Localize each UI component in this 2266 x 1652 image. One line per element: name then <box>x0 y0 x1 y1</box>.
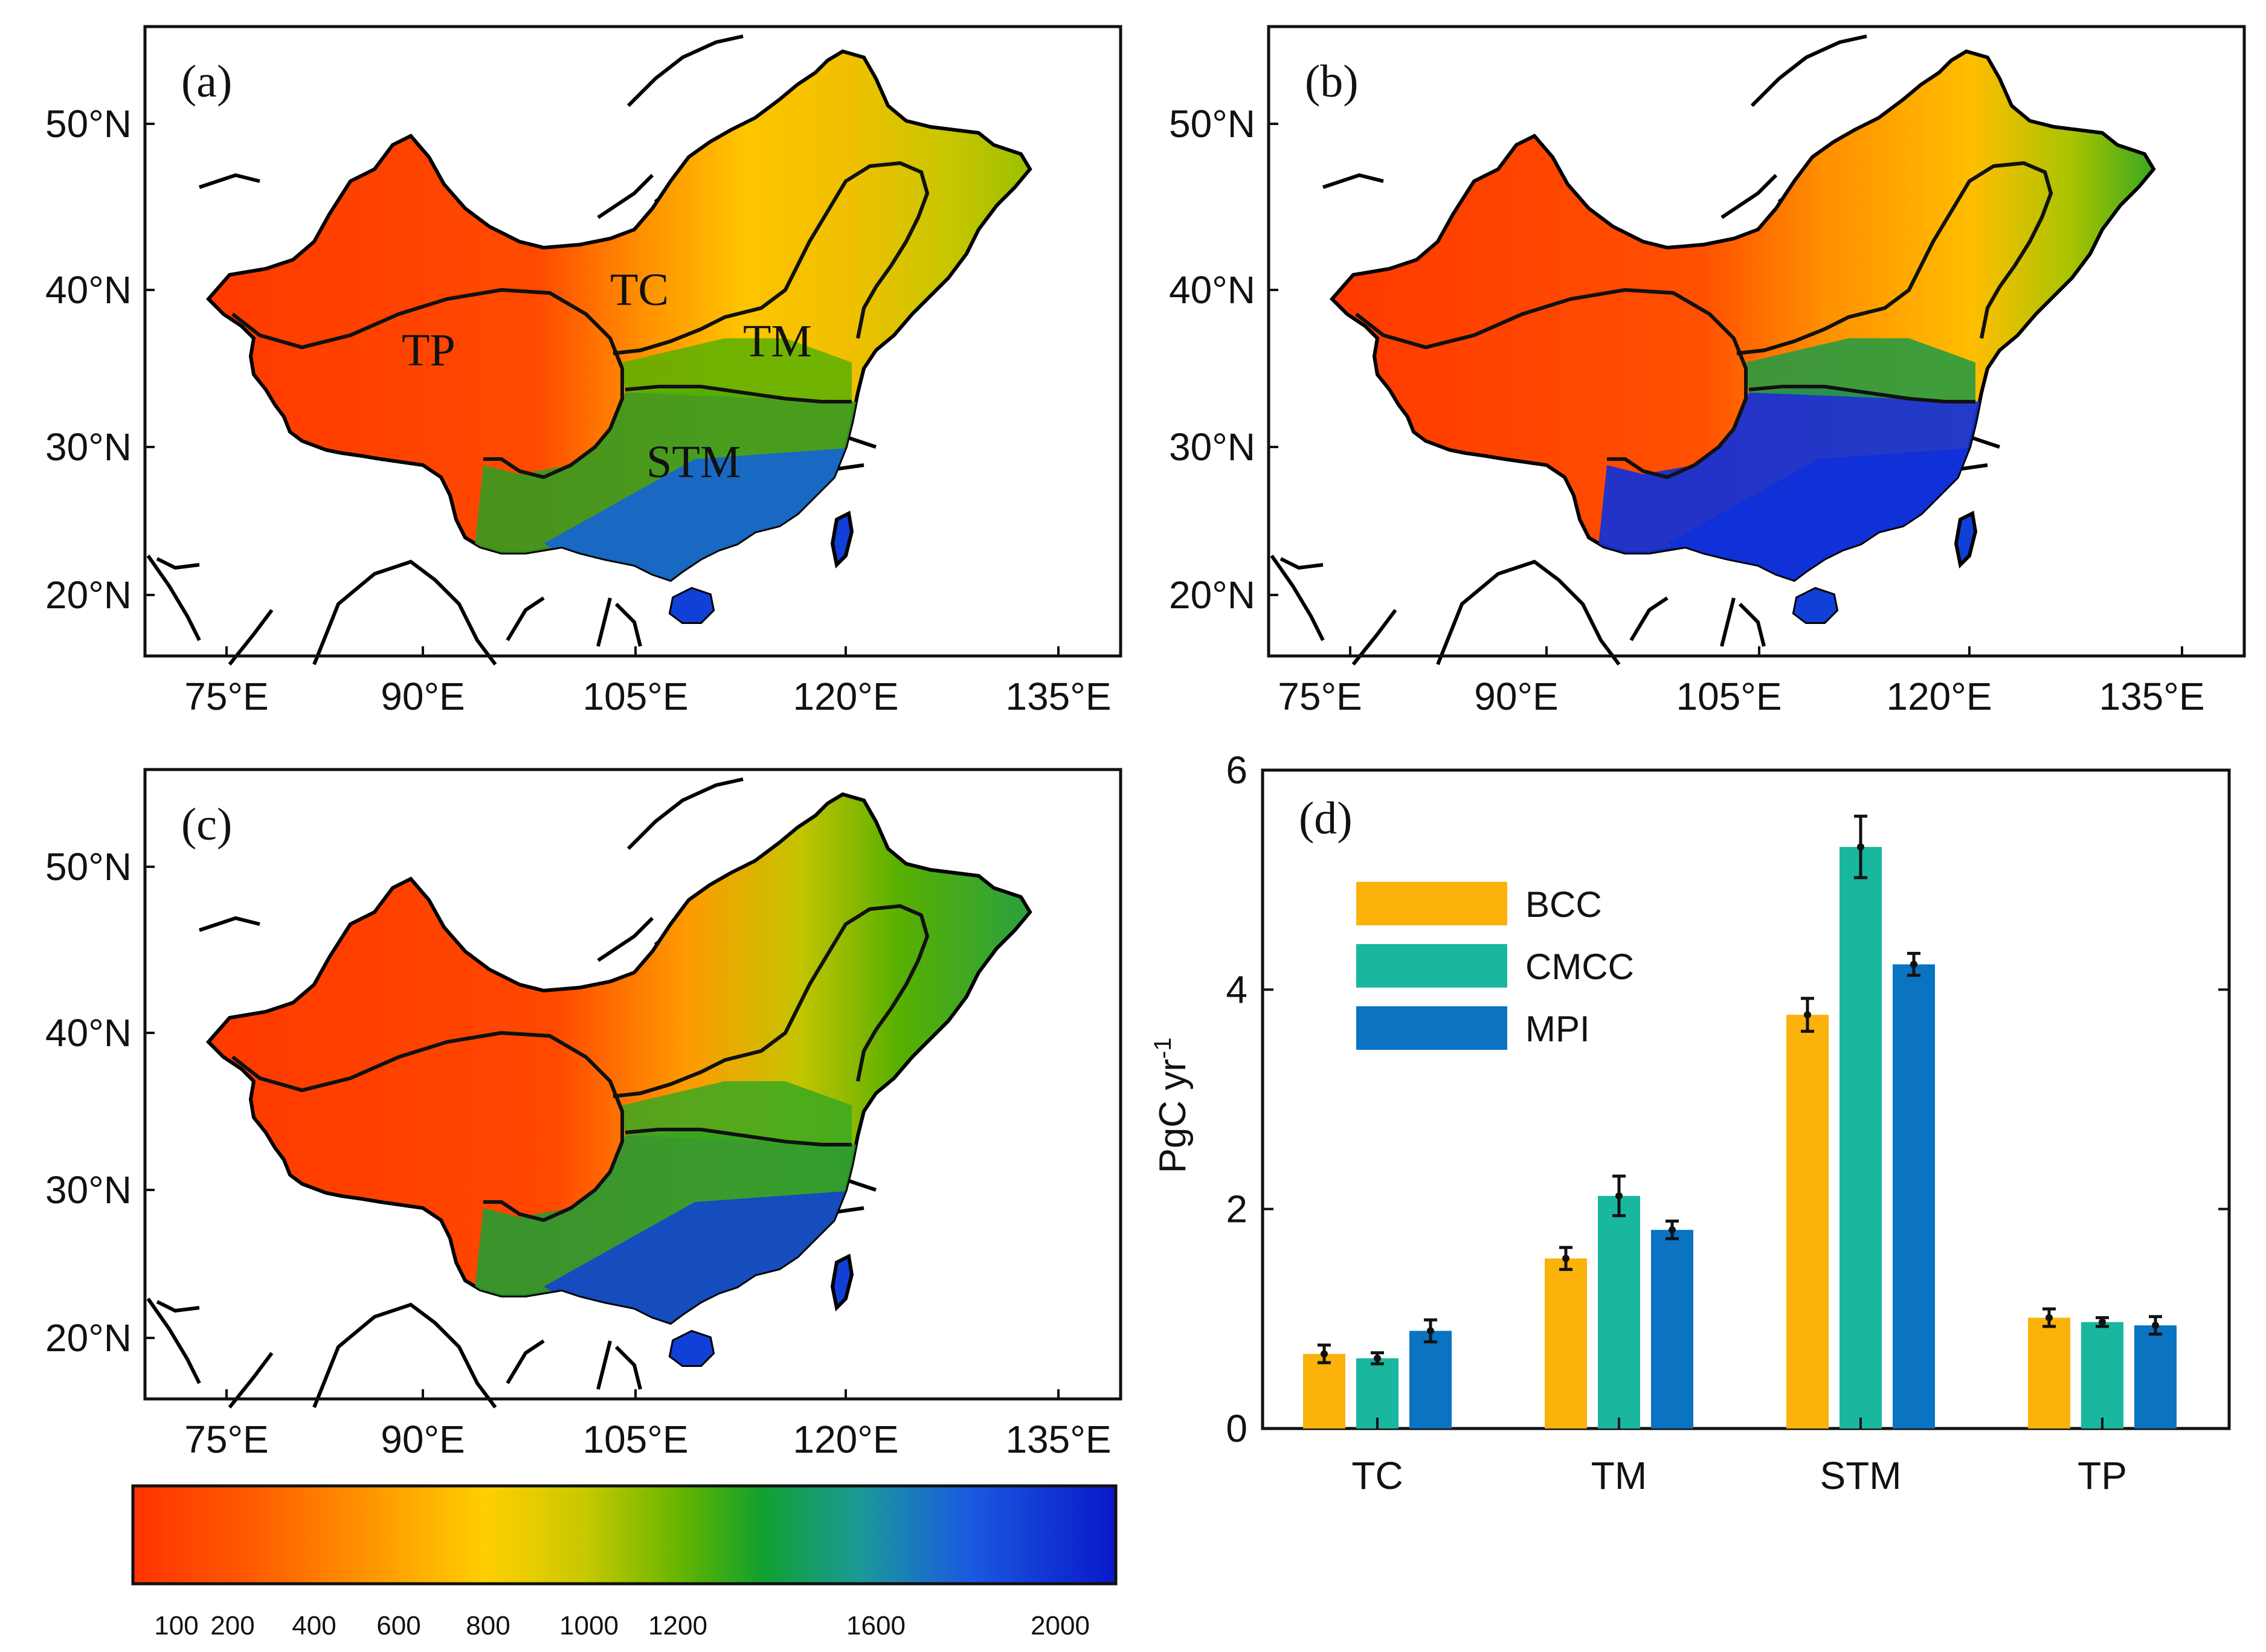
y-tick-label: 0 <box>1226 1407 1247 1450</box>
panel-label: (c) <box>181 799 232 850</box>
bar-mpi-stm <box>1893 964 1935 1429</box>
colorbar-tick-label: 1600 <box>846 1611 906 1641</box>
colorbar-tick-label: 800 <box>466 1611 510 1641</box>
colorbar-tick-label: 1200 <box>648 1611 707 1641</box>
bar-bcc-stm <box>1786 1015 1829 1429</box>
mean-point <box>1615 1192 1623 1200</box>
y-axis-label: PgC yr-1 <box>1150 1037 1194 1173</box>
legend-label: MPI <box>1525 1009 1590 1049</box>
mean-point <box>1374 1354 1381 1362</box>
lat-tick-label: 20°N <box>45 1316 132 1360</box>
region-label-tc: TC <box>610 265 669 315</box>
lat-tick-label: 20°N <box>1169 573 1255 617</box>
legend-label: CMCC <box>1525 947 1634 987</box>
hainan-island <box>671 1332 713 1365</box>
y-tick-label: 2 <box>1226 1188 1247 1231</box>
lon-tick-label: 135°E <box>2099 675 2204 718</box>
lat-tick-label: 30°N <box>1169 425 1255 469</box>
bar-cmcc-stm <box>1840 847 1882 1429</box>
mean-point <box>2099 1318 2106 1326</box>
bar-mpi-tc <box>1409 1331 1452 1429</box>
bar-bcc-tp <box>2028 1317 2070 1429</box>
lon-tick-label: 120°E <box>793 675 898 718</box>
lat-tick-label: 50°N <box>45 102 132 146</box>
mean-point <box>1427 1327 1434 1335</box>
legend-swatch-bcc <box>1356 882 1507 925</box>
mean-point <box>1562 1255 1569 1262</box>
lon-tick-label: 90°E <box>1474 675 1558 718</box>
x-tick-label: TM <box>1591 1454 1647 1497</box>
lon-tick-label: 120°E <box>793 1418 898 1461</box>
legend-swatch-mpi <box>1356 1006 1507 1050</box>
lat-tick-label: 30°N <box>45 425 132 469</box>
colorbar-tick-label: 600 <box>376 1611 420 1641</box>
region-label-tm: TM <box>743 316 812 367</box>
bar-cmcc-tp <box>2081 1322 2123 1429</box>
panel-label-d: (d) <box>1299 793 1353 844</box>
bar-mpi-tp <box>2134 1325 2177 1429</box>
x-tick-label: STM <box>1820 1454 1901 1497</box>
x-tick-label: TP <box>2078 1454 2127 1497</box>
lon-tick-label: 135°E <box>1005 1418 1111 1461</box>
lon-tick-label: 120°E <box>1886 675 1992 718</box>
lon-tick-label: 75°E <box>184 675 268 718</box>
bar-cmcc-tm <box>1598 1195 1640 1429</box>
lon-tick-label: 90°E <box>381 675 465 718</box>
lat-tick-label: 20°N <box>45 573 132 617</box>
colorbar-tick-label: 1000 <box>559 1611 619 1641</box>
legend: BCC CMCC MPI <box>1356 882 1634 1050</box>
lon-tick-label: 75°E <box>184 1418 268 1461</box>
colorbar-tick-label: 2000 <box>1031 1611 1090 1641</box>
y-tick-label: 6 <box>1226 748 1247 792</box>
bar-chart-d: (d) 0 2 4 6 TC TM STM TP BCC CMCC MPI PgC yr-1 <box>1150 748 2231 1497</box>
colorbar-tick-label: 400 <box>292 1611 336 1641</box>
bar-chart-frame <box>1261 768 2231 1430</box>
panel-label: (b) <box>1305 56 1359 107</box>
bar-cmcc-tc <box>1356 1358 1399 1429</box>
mean-point <box>1669 1226 1676 1234</box>
legend-label: BCC <box>1525 884 1602 925</box>
map-panel-a: (a) TC TP TM STM 75°E 90°E 105°E 120°E 135°E 50°N 4… <box>45 25 1122 718</box>
lon-tick-label: 75°E <box>1278 675 1362 718</box>
lon-tick-label: 90°E <box>381 1418 465 1461</box>
bar-bcc-tm <box>1545 1258 1587 1429</box>
mean-point <box>1910 960 1917 968</box>
lat-tick-label: 40°N <box>45 268 132 312</box>
bar-mpi-tm <box>1651 1230 1693 1429</box>
lon-tick-label: 105°E <box>1676 675 1782 718</box>
map-panel-b: (b) 75°E 90°E 105°E 120°E 135°E 50°N 40°N 30°N 20… <box>1169 25 2246 718</box>
lon-tick-label: 105°E <box>582 675 688 718</box>
map-panel-c: (c) 75°E 90°E 105°E 120°E 135°E 50°N 40°N 30°N 20… <box>45 768 1122 1461</box>
panel-label: (a) <box>181 56 232 107</box>
colorbar-tick-label: 200 <box>210 1611 254 1641</box>
colorbar-tick-label: 100 <box>154 1611 198 1641</box>
hainan-island <box>1794 589 1836 622</box>
lat-tick-label: 40°N <box>45 1011 132 1055</box>
lat-tick-label: 50°N <box>1169 102 1255 146</box>
lat-tick-label: 50°N <box>45 845 132 889</box>
y-tick-label: 4 <box>1226 968 1247 1011</box>
colorbar: 100 200 400 600 800 1000 1200 1600 2000 <box>131 1484 1118 1641</box>
mean-point <box>1857 843 1864 851</box>
region-label-tp: TP <box>402 325 455 376</box>
x-tick-label: TC <box>1351 1454 1403 1497</box>
legend-swatch-cmcc <box>1356 944 1507 988</box>
mean-point <box>2046 1314 2053 1322</box>
lon-tick-label: 105°E <box>582 1418 688 1461</box>
lat-tick-label: 30°N <box>45 1168 132 1212</box>
mean-point <box>1804 1011 1811 1019</box>
mean-point <box>2152 1322 2159 1329</box>
lat-tick-label: 40°N <box>1169 268 1255 312</box>
mean-point <box>1321 1350 1328 1358</box>
hainan-island <box>671 589 713 622</box>
lon-tick-label: 135°E <box>1005 675 1111 718</box>
bar-bcc-tc <box>1303 1354 1345 1429</box>
region-label-stm: STM <box>646 437 741 487</box>
